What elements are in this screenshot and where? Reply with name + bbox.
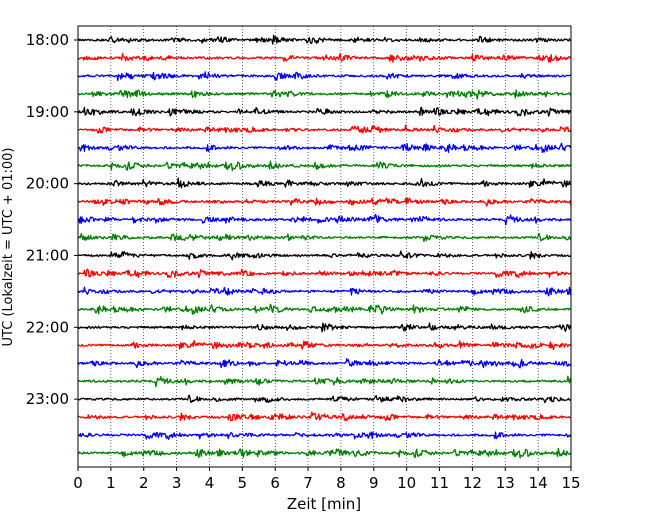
trace-line — [77, 177, 572, 189]
trace-line — [77, 213, 572, 226]
x-tick-label: 9 — [369, 474, 379, 492]
trace-line — [77, 375, 572, 388]
trace-line — [77, 124, 572, 134]
trace-line — [77, 339, 572, 351]
trace-line — [77, 358, 572, 369]
seismic-traces — [77, 34, 572, 459]
x-axis-label: Zeit [min] — [287, 495, 361, 513]
y-tick-label: 22:00 — [26, 318, 69, 336]
trace-line — [77, 431, 572, 440]
x-tick-label: 13 — [496, 474, 515, 492]
y-tick-label: 18:00 — [26, 31, 69, 49]
trace-line — [77, 53, 572, 63]
trace-line — [77, 197, 572, 207]
trace-line — [77, 322, 572, 333]
trace-line — [77, 303, 572, 315]
trace-line — [77, 160, 572, 172]
y-tick-label: 21:00 — [26, 246, 69, 264]
x-tick-label: 5 — [238, 474, 248, 492]
x-tick-label: 8 — [336, 474, 346, 492]
plot-frame — [77, 25, 572, 468]
x-tick-label: 6 — [270, 474, 280, 492]
x-tick-label: 15 — [561, 474, 580, 492]
x-tick-label: 7 — [303, 474, 313, 492]
trace-line — [77, 71, 572, 82]
trace-line — [77, 268, 572, 279]
x-tick-label: 2 — [139, 474, 149, 492]
y-tick-label: 20:00 — [26, 175, 69, 193]
y-axis-label: UTC (Lokalzeit = UTC + 01:00) — [1, 148, 16, 347]
x-tick-label: 1 — [106, 474, 116, 492]
trace-line — [78, 106, 572, 117]
trace-line — [77, 411, 572, 422]
trace-line — [77, 447, 572, 459]
trace-line — [77, 232, 572, 243]
trace-line — [77, 89, 572, 100]
x-axis-ticks: 0 1 2 3 4 5 6 7 8 9 10 11 12 13 14 15 — [73, 467, 581, 492]
y-tick-label: 23:00 — [26, 390, 69, 408]
trace-line — [77, 394, 572, 404]
trace-line — [77, 142, 572, 154]
y-tick-label: 19:00 — [26, 103, 69, 121]
x-tick-label: 11 — [430, 474, 449, 492]
trace-line — [77, 34, 572, 45]
y-axis-ticks: 18:00 19:00 20:00 21:00 22:00 23:00 — [26, 31, 78, 408]
x-tick-label: 3 — [172, 474, 182, 492]
x-tick-label: 0 — [73, 474, 83, 492]
trace-line — [77, 250, 572, 261]
x-tick-label: 14 — [529, 474, 548, 492]
x-tick-label: 12 — [463, 474, 482, 492]
x-tick-label: 4 — [205, 474, 215, 492]
x-tick-label: 10 — [397, 474, 416, 492]
trace-line — [77, 286, 572, 297]
